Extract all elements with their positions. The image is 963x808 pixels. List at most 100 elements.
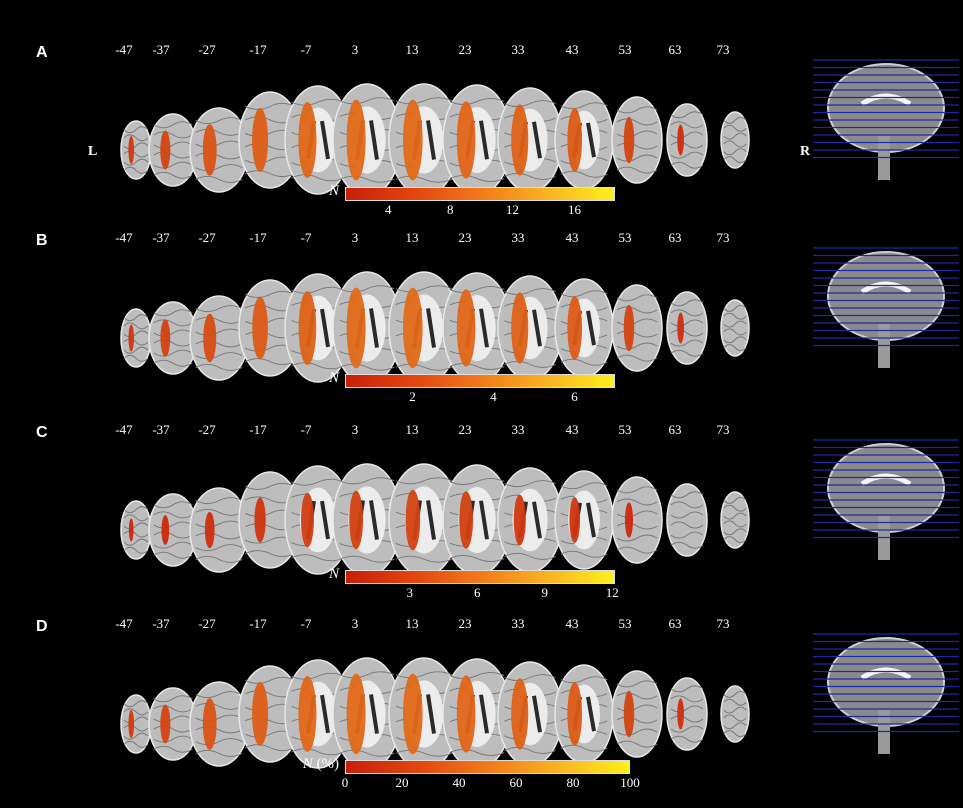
slice-coordinate-label: 73 [716,230,730,245]
panel-b: B -47 -37 -27 -17 -7 3 13 23 33 43 53 63 73 N 2 4 6 [0,224,963,422]
slice-coordinate-label: 13 [405,616,419,631]
slice-coordinate-label: 43 [565,42,579,57]
sagittal-reference [813,632,959,754]
brain-slice [666,291,708,365]
brain-slice [284,465,352,575]
brain-slice [189,295,249,381]
slice-coordinate-label: -37 [152,422,170,437]
colorbar-label: N [285,566,339,583]
brain-slice [332,463,402,577]
slice-coordinate-label: 3 [351,230,359,245]
slice-coordinate-label: 43 [565,616,579,631]
brain-slice [148,493,198,567]
brain-slice [554,470,614,570]
slice-coordinate-label: 3 [351,42,359,57]
slice-coordinate-label: 73 [716,616,730,631]
colorbar-variable: N [328,370,339,386]
slice-coordinate-label: -7 [300,616,312,631]
brain-slice [148,113,198,187]
slice-coordinate-label: 3 [351,422,359,437]
brain-slice [332,657,402,771]
axial-slices [120,438,959,577]
sagittal-reference [813,246,959,368]
panel-c: C -47 -37 -27 -17 -7 3 13 23 33 43 53 63 73 N 3 6 9 12 [0,416,963,614]
slice-coordinate-label: 73 [716,422,730,437]
brain-slice [284,273,352,383]
slice-coordinate-label: 63 [668,230,682,245]
brain-slice [442,272,512,384]
colorbar-label: N [285,183,339,200]
brain-slice [238,279,302,377]
panel-letter: B [36,232,48,249]
slice-coordinate-label: -7 [300,422,312,437]
brain-slice [497,467,563,573]
slice-coordinate-label: -17 [249,230,267,245]
brain-slice [554,278,614,378]
colorbar-tick-label: 0 [341,775,349,790]
slice-coordinate-label: 53 [618,422,632,437]
brain-slice [120,120,152,180]
colorbar-tick-label: 12 [605,585,619,600]
brain-slice [148,301,198,375]
brain-slice [442,464,512,576]
slice-coordinate-label: -47 [115,422,133,437]
brain-slice [497,275,563,381]
colorbar [345,760,630,774]
slice-coordinate-label: -47 [115,616,133,631]
colorbar-tick-label: 8 [447,202,454,217]
slice-coordinate-label: 33 [511,616,525,631]
slice-coordinate-label: -37 [152,230,170,245]
brain-slice [238,471,302,569]
brain-slice [442,658,512,770]
left-hemisphere-label: L [88,144,98,159]
colorbar-tick-label: 80 [566,775,580,790]
slice-coordinate-label: 23 [458,422,472,437]
brain-slice [120,308,152,368]
colorbar-label: N [285,370,339,387]
slice-coordinate-label: 53 [618,42,632,57]
slice-coordinate-label: 23 [458,42,472,57]
brain-slice [238,91,302,189]
brain-slice [189,107,249,193]
brain-slice [611,96,663,184]
slice-coordinate-label: 13 [405,230,419,245]
brain-slice [666,677,708,751]
slice-coordinate-label: -37 [152,42,170,57]
brain-slice [611,284,663,372]
brain-slice [611,476,663,564]
slice-coordinate-label: -27 [198,616,216,631]
axial-slices [120,246,959,385]
sagittal-reference [813,58,959,180]
sagittal-reference [813,438,959,560]
brain-slice [388,83,460,197]
brain-slice [720,685,750,743]
brain-slice [120,694,152,754]
slice-coordinate-label: 23 [458,616,472,631]
panel-letter: C [36,424,48,441]
slice-coordinate-label: 63 [668,422,682,437]
colorbar-tick-label: 6 [571,389,578,404]
slice-coordinate-label: 3 [351,616,359,631]
slice-coordinate-label: 13 [405,422,419,437]
colorbar-tick-label: 9 [541,585,549,600]
brain-slice [720,299,750,357]
slice-coordinate-label: 73 [716,42,730,57]
axial-slices [120,58,959,197]
brain-slice [284,659,352,769]
slice-coordinate-label: -7 [300,230,312,245]
colorbar-unit: (%) [312,756,340,772]
colorbar-tick-label: 100 [620,775,640,790]
brain-slice [189,681,249,767]
colorbar-tick-label: 2 [409,389,416,404]
slice-coordinate-label: 13 [405,42,419,57]
right-hemisphere-label: R [800,144,811,159]
brain-slice [388,271,460,385]
panel-letter: D [36,618,48,635]
brain-slice [388,463,460,577]
brain-slice [666,483,708,557]
brain-slice [554,664,614,764]
colorbar [345,187,615,201]
slice-coordinate-label: 53 [618,616,632,631]
brain-slice [332,83,402,197]
colorbar-tick-label: 4 [490,389,497,404]
